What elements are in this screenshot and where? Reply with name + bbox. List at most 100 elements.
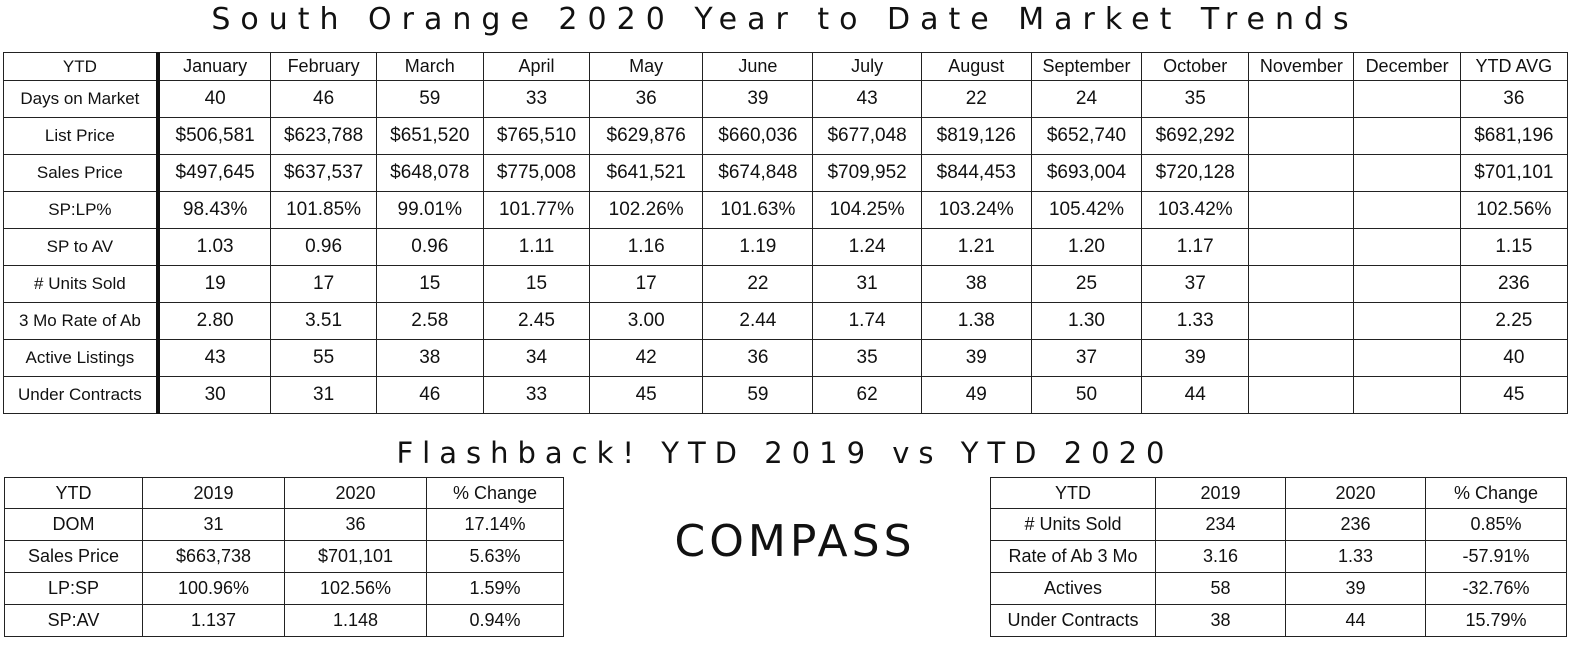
- table-cell: 37: [1141, 265, 1250, 303]
- row-label: Under Contracts: [2, 376, 160, 414]
- table-row: Under Contracts 30 31 46 33 45 59 62 49 50 44 45: [2, 376, 1569, 414]
- table-cell: [1353, 154, 1461, 192]
- table-cell: 45: [1459, 376, 1569, 414]
- row-label: Active Listings: [2, 339, 160, 377]
- table-cell: 99.01%: [375, 191, 484, 229]
- table-cell: 1.17: [1141, 228, 1250, 266]
- table-cell: 36: [1459, 80, 1569, 118]
- table-cell: $652,740: [1030, 117, 1143, 155]
- table-cell: 102.26%: [589, 191, 704, 229]
- flashback-title: Flashback! YTD 2019 vs YTD 2020: [396, 436, 1174, 470]
- column-header-may: May: [589, 52, 704, 81]
- table-cell: 2.25: [1459, 302, 1569, 340]
- table-cell: 22: [920, 80, 1032, 118]
- table-cell: 1.33: [1285, 540, 1426, 573]
- table-cell: 46: [375, 376, 484, 414]
- table-cell: 234: [1155, 508, 1286, 541]
- column-header-ytd: YTD: [2, 52, 160, 81]
- table-cell: [1248, 117, 1355, 155]
- column-header-2020: 2020: [1285, 477, 1426, 509]
- page-title: South Orange 2020 Year to Date Market Tr…: [211, 2, 1359, 37]
- table-cell: 1.30: [1030, 302, 1143, 340]
- column-header-2019: 2019: [142, 477, 285, 509]
- row-label: Sales Price: [4, 540, 143, 573]
- table-cell: 40: [1459, 339, 1569, 377]
- table-cell: [1248, 376, 1355, 414]
- table-cell: 2.44: [702, 302, 814, 340]
- table-cell: 101.63%: [702, 191, 814, 229]
- table-cell: [1248, 302, 1355, 340]
- row-label: SP:LP%: [2, 191, 160, 229]
- table-cell: 1.03: [157, 228, 272, 266]
- table-cell: 3.00: [589, 302, 704, 340]
- table-cell: 15: [482, 265, 591, 303]
- table-cell: 24: [1030, 80, 1143, 118]
- table-row: Actives 58 39 -32.76%: [990, 572, 1567, 605]
- table-cell: 44: [1141, 376, 1250, 414]
- table-cell: 31: [812, 265, 922, 303]
- table-row: Sales Price $497,645 $637,537 $648,078 $775,…: [2, 154, 1569, 192]
- table-cell: 1.148: [284, 604, 427, 637]
- table-cell: 38: [375, 339, 484, 377]
- table-cell: $844,453: [920, 154, 1032, 192]
- table-cell: 17.14%: [426, 508, 564, 541]
- table-cell: 55: [270, 339, 377, 377]
- table-cell: 62: [812, 376, 922, 414]
- table-row: Active Listings 43 55 38 34 42 36 35 39 37 39 40: [2, 339, 1569, 377]
- column-header-july: July: [812, 52, 922, 81]
- table-row: # Units Sold 234 236 0.85%: [990, 508, 1567, 541]
- table-cell: 31: [142, 508, 285, 541]
- column-header-june: June: [702, 52, 814, 81]
- table-cell: 0.96: [375, 228, 484, 266]
- table-cell: $497,645: [157, 154, 272, 192]
- table-cell: 38: [920, 265, 1032, 303]
- table-header-row: YTD January February March April May June July…: [2, 52, 1569, 81]
- table-cell: 104.25%: [812, 191, 922, 229]
- table-cell: 59: [702, 376, 814, 414]
- table-cell: 34: [482, 339, 591, 377]
- table-cell: 2.45: [482, 302, 591, 340]
- table-cell: 0.94%: [426, 604, 564, 637]
- row-label: Rate of Ab 3 Mo: [990, 540, 1156, 573]
- table-cell: [1353, 80, 1461, 118]
- table-header-row: YTD 2019 2020% Change: [990, 477, 1567, 509]
- row-label: 3 Mo Rate of Ab: [2, 302, 160, 340]
- table-cell: 39: [920, 339, 1032, 377]
- table-cell: [1353, 117, 1461, 155]
- row-label: LP:SP: [4, 572, 143, 605]
- table-cell: 58: [1155, 572, 1286, 605]
- column-header-2020: 2020: [284, 477, 427, 509]
- table-cell: 101.85%: [270, 191, 377, 229]
- table-cell: 2.58: [375, 302, 484, 340]
- table-cell: 22: [702, 265, 814, 303]
- table-cell: 35: [1141, 80, 1250, 118]
- table-cell: 1.59%: [426, 572, 564, 605]
- table-cell: 37: [1030, 339, 1143, 377]
- table-header-row: YTD 2019 2020% Change: [4, 477, 564, 509]
- table-cell: 1.24: [812, 228, 922, 266]
- flashback-right-table: YTD 2019 2020% Change # Units Sold 234 236 0.…: [990, 477, 1567, 637]
- table-cell: [1353, 265, 1461, 303]
- table-cell: 39: [702, 80, 814, 118]
- table-cell: 5.63%: [426, 540, 564, 573]
- table-cell: 236: [1459, 265, 1569, 303]
- table-cell: [1353, 376, 1461, 414]
- table-cell: 15: [375, 265, 484, 303]
- table-cell: 1.33: [1141, 302, 1250, 340]
- table-cell: 33: [482, 80, 591, 118]
- table-cell: $709,952: [812, 154, 922, 192]
- table-cell: 39: [1285, 572, 1426, 605]
- table-cell: 0.85%: [1425, 508, 1567, 541]
- column-header-april: April: [482, 52, 591, 81]
- table-cell: [1353, 302, 1461, 340]
- table-cell: $651,520: [375, 117, 484, 155]
- row-label: Actives: [990, 572, 1156, 605]
- row-label: SP to AV: [2, 228, 160, 266]
- table-cell: 36: [589, 80, 704, 118]
- table-cell: 1.21: [920, 228, 1032, 266]
- table-row: Rate of Ab 3 Mo 3.16 1.33 -57.91%: [990, 540, 1567, 573]
- flashback-left-table: YTD 2019 2020% Change DOM 31 36 17.14% Sales P…: [4, 477, 564, 637]
- table-cell: 1.19: [702, 228, 814, 266]
- column-header-august: August: [920, 52, 1032, 81]
- row-label: List Price: [2, 117, 160, 155]
